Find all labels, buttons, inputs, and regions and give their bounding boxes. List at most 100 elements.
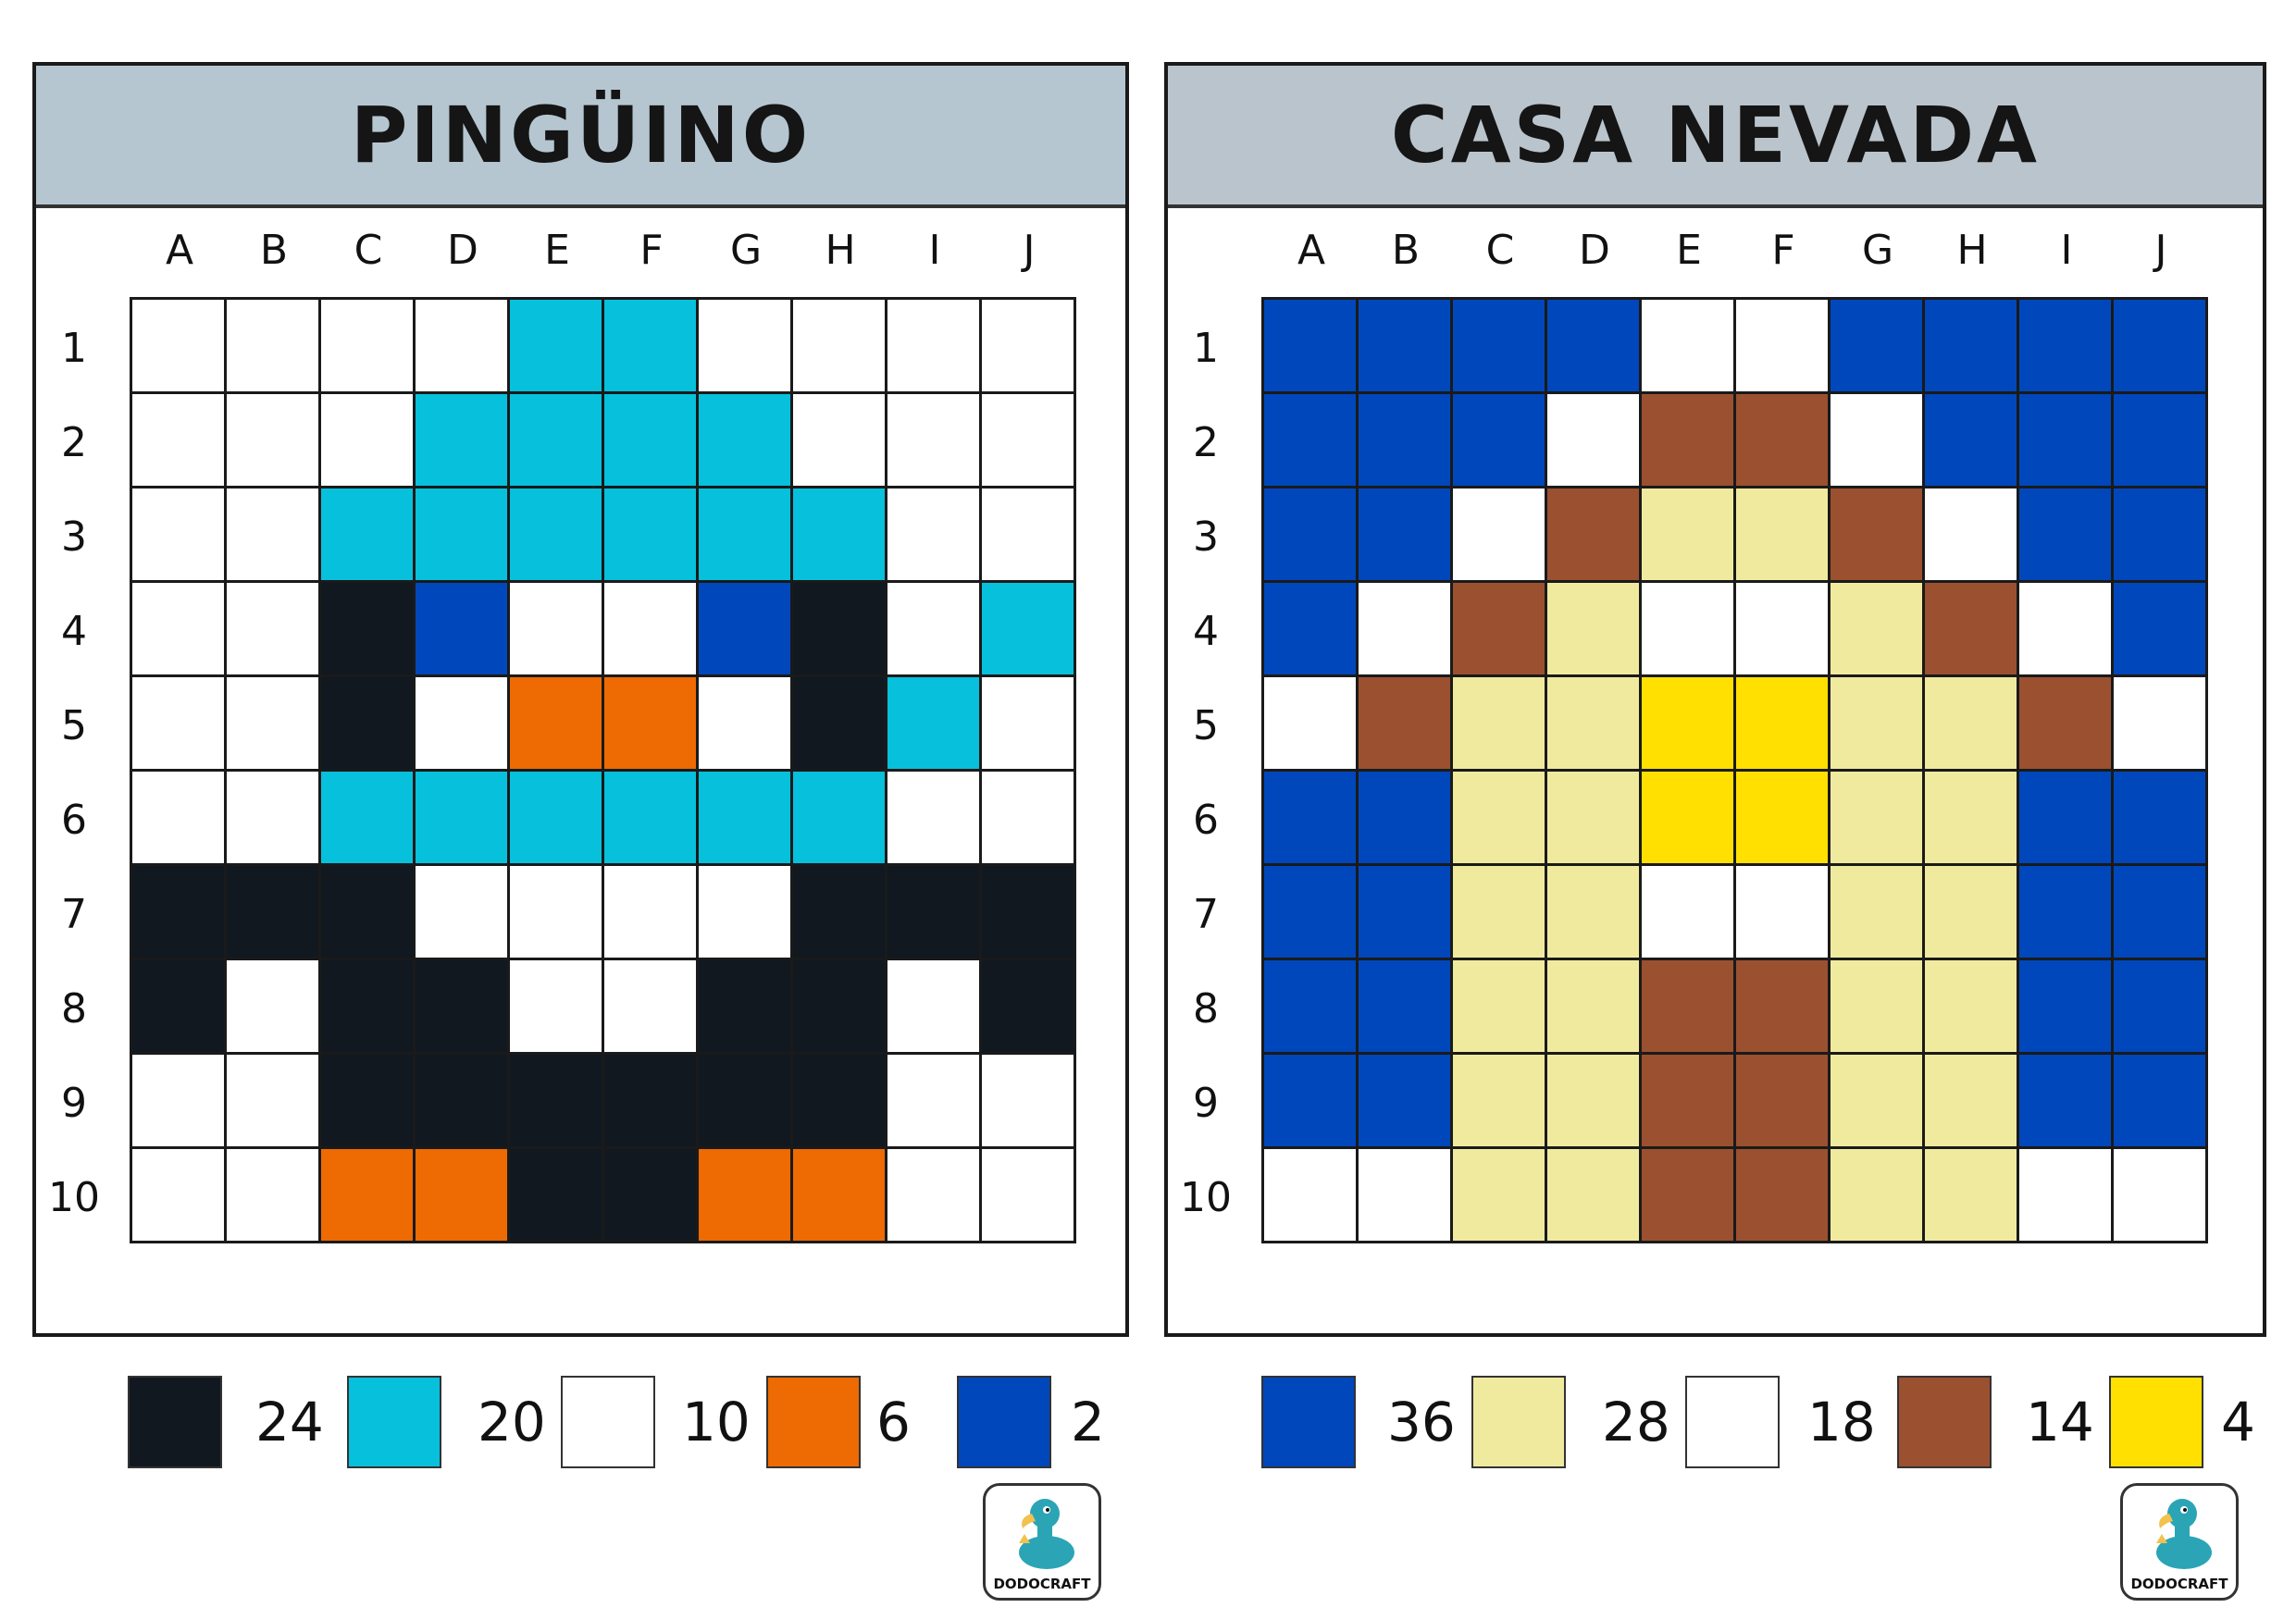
grid-cell[interactable] (1453, 677, 1545, 769)
grid-cell[interactable] (982, 394, 1074, 486)
grid-cell[interactable] (1547, 960, 1639, 1052)
grid-cell[interactable] (1359, 1149, 1450, 1241)
grid-cell[interactable] (510, 394, 602, 486)
grid-cell[interactable] (1736, 866, 1828, 958)
grid-cell[interactable] (1831, 1055, 1922, 1146)
grid-cell[interactable] (604, 583, 696, 674)
grid-cell[interactable] (1359, 300, 1450, 391)
grid-cell[interactable] (793, 488, 885, 580)
grid-cell[interactable] (416, 960, 507, 1052)
grid-cell[interactable] (227, 960, 318, 1052)
grid-cell[interactable] (1642, 772, 1733, 863)
grid-cell[interactable] (321, 677, 413, 769)
grid-cell[interactable] (887, 960, 979, 1052)
grid-cell[interactable] (2019, 866, 2111, 958)
grid-cell[interactable] (2114, 488, 2205, 580)
grid-cell[interactable] (2114, 583, 2205, 674)
grid-cell[interactable] (1264, 677, 1356, 769)
grid-cell[interactable] (887, 866, 979, 958)
grid-cell[interactable] (1453, 300, 1545, 391)
grid-cell[interactable] (1264, 866, 1356, 958)
grid-cell[interactable] (604, 960, 696, 1052)
grid-cell[interactable] (227, 488, 318, 580)
grid-cell[interactable] (604, 300, 696, 391)
grid-cell[interactable] (321, 488, 413, 580)
grid-cell[interactable] (1736, 1149, 1828, 1241)
grid-cell[interactable] (2019, 1055, 2111, 1146)
grid-cell[interactable] (1736, 488, 1828, 580)
grid-cell[interactable] (510, 677, 602, 769)
grid-cell[interactable] (1831, 300, 1922, 391)
grid-cell[interactable] (132, 583, 224, 674)
grid-cell[interactable] (132, 866, 224, 958)
grid-cell[interactable] (2019, 394, 2111, 486)
grid-cell[interactable] (1359, 583, 1450, 674)
grid-cell[interactable] (982, 1055, 1074, 1146)
grid-cell[interactable] (1925, 488, 2017, 580)
grid-cell[interactable] (1736, 1055, 1828, 1146)
grid-cell[interactable] (132, 1055, 224, 1146)
grid-cell[interactable] (2114, 300, 2205, 391)
grid-cell[interactable] (227, 1055, 318, 1146)
grid-cell[interactable] (416, 1149, 507, 1241)
grid-cell[interactable] (132, 677, 224, 769)
grid-cell[interactable] (1359, 488, 1450, 580)
grid-cell[interactable] (321, 960, 413, 1052)
grid-cell[interactable] (2019, 583, 2111, 674)
grid-cell[interactable] (2114, 1149, 2205, 1241)
grid-cell[interactable] (887, 394, 979, 486)
grid-cell[interactable] (604, 866, 696, 958)
grid-cell[interactable] (2114, 1055, 2205, 1146)
grid-cell[interactable] (2019, 300, 2111, 391)
grid-cell[interactable] (132, 300, 224, 391)
grid-cell[interactable] (2114, 960, 2205, 1052)
grid-cell[interactable] (1359, 960, 1450, 1052)
grid-cell[interactable] (1925, 1055, 2017, 1146)
grid-cell[interactable] (793, 300, 885, 391)
grid-cell[interactable] (1642, 677, 1733, 769)
grid-cell[interactable] (793, 1055, 885, 1146)
grid-cell[interactable] (604, 394, 696, 486)
grid-cell[interactable] (1547, 866, 1639, 958)
grid-cell[interactable] (416, 772, 507, 863)
grid-cell[interactable] (227, 772, 318, 863)
grid-cell[interactable] (132, 772, 224, 863)
grid-cell[interactable] (1547, 394, 1639, 486)
grid-cell[interactable] (1925, 772, 2017, 863)
grid-cell[interactable] (1547, 488, 1639, 580)
grid-cell[interactable] (699, 583, 790, 674)
grid-cell[interactable] (227, 677, 318, 769)
grid-cell[interactable] (1264, 583, 1356, 674)
grid-cell[interactable] (1453, 1055, 1545, 1146)
grid-cell[interactable] (1359, 772, 1450, 863)
grid-cell[interactable] (1831, 960, 1922, 1052)
grid-cell[interactable] (793, 677, 885, 769)
grid-cell[interactable] (1264, 300, 1356, 391)
grid-cell[interactable] (1831, 488, 1922, 580)
grid-cell[interactable] (1547, 583, 1639, 674)
grid-cell[interactable] (1359, 677, 1450, 769)
grid-cell[interactable] (2019, 960, 2111, 1052)
grid-cell[interactable] (1642, 960, 1733, 1052)
grid-cell[interactable] (887, 1149, 979, 1241)
grid-cell[interactable] (699, 960, 790, 1052)
grid-cell[interactable] (887, 583, 979, 674)
grid-cell[interactable] (2019, 1149, 2111, 1241)
grid-cell[interactable] (2114, 677, 2205, 769)
grid-cell[interactable] (1642, 488, 1733, 580)
grid-cell[interactable] (982, 772, 1074, 863)
grid-cell[interactable] (1642, 300, 1733, 391)
grid-cell[interactable] (1359, 866, 1450, 958)
grid-cell[interactable] (321, 1149, 413, 1241)
grid-cell[interactable] (1642, 1055, 1733, 1146)
grid-cell[interactable] (510, 300, 602, 391)
grid-cell[interactable] (1264, 960, 1356, 1052)
grid-cell[interactable] (321, 772, 413, 863)
grid-cell[interactable] (1453, 394, 1545, 486)
grid-cell[interactable] (416, 677, 507, 769)
grid-cell[interactable] (1264, 394, 1356, 486)
grid-cell[interactable] (416, 1055, 507, 1146)
grid-cell[interactable] (2114, 394, 2205, 486)
grid-cell[interactable] (227, 866, 318, 958)
grid-cell[interactable] (510, 866, 602, 958)
